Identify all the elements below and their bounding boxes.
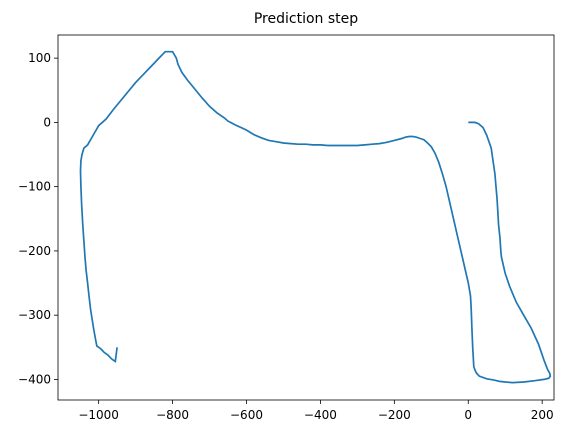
x-tick-label: −400 xyxy=(304,408,337,422)
x-tick-label: −800 xyxy=(156,408,189,422)
y-tick-label: −100 xyxy=(18,180,51,194)
plot-area xyxy=(79,50,552,384)
x-axis-ticks: −1000 −800 −600 −400 −200 0 200 xyxy=(78,400,554,422)
y-axis-ticks: 100 0 −100 −200 −300 −400 xyxy=(18,51,58,386)
y-tick-label: −300 xyxy=(18,308,51,322)
x-tick-label: 0 xyxy=(464,408,472,422)
y-tick-label: −200 xyxy=(18,244,51,258)
axes-frame xyxy=(57,34,555,401)
chart-title: Prediction step xyxy=(254,11,358,27)
x-tick-label: −200 xyxy=(378,408,411,422)
y-tick-label: 0 xyxy=(43,115,51,129)
y-tick-label: −400 xyxy=(18,372,51,386)
x-tick-label: 200 xyxy=(531,408,554,422)
y-tick-label: 100 xyxy=(28,51,51,65)
series-line xyxy=(79,50,552,384)
x-tick-label: −1000 xyxy=(78,408,119,422)
x-tick-label: −600 xyxy=(230,408,263,422)
